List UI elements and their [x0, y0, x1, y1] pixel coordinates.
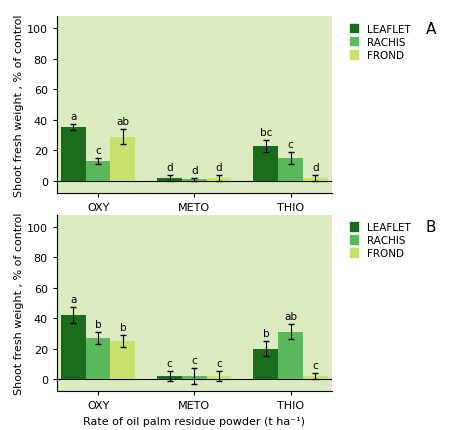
Y-axis label: Shoot fresh weight , % of control: Shoot fresh weight , % of control: [14, 212, 24, 394]
Y-axis label: Shoot fresh weight , % of control: Shoot fresh weight , % of control: [14, 14, 24, 197]
Text: d: d: [191, 165, 198, 175]
Text: c: c: [167, 359, 173, 369]
Bar: [61, 315, 86, 379]
Text: b: b: [263, 328, 269, 338]
Text: c: c: [216, 359, 222, 369]
Bar: [254, 146, 278, 181]
Text: a: a: [70, 295, 77, 305]
Bar: [110, 137, 135, 181]
Bar: [182, 376, 207, 379]
Text: ab: ab: [116, 117, 129, 126]
Text: A: A: [426, 22, 436, 37]
Bar: [157, 376, 182, 379]
Bar: [278, 159, 303, 181]
Bar: [303, 178, 328, 181]
Text: c: c: [191, 356, 197, 365]
Text: c: c: [312, 360, 318, 370]
Text: c: c: [95, 145, 101, 156]
Text: a: a: [70, 112, 77, 122]
Bar: [110, 341, 135, 379]
Bar: [86, 162, 110, 181]
Text: d: d: [166, 162, 173, 172]
Bar: [207, 376, 231, 379]
Text: bc: bc: [260, 127, 272, 137]
Legend: LEAFLET, RACHIS, FROND: LEAFLET, RACHIS, FROND: [348, 220, 412, 261]
Bar: [61, 128, 86, 181]
Bar: [182, 180, 207, 181]
Bar: [207, 178, 231, 181]
Bar: [157, 178, 182, 181]
Bar: [254, 349, 278, 379]
Text: d: d: [312, 162, 319, 172]
Text: b: b: [95, 319, 101, 329]
Text: c: c: [288, 139, 293, 150]
X-axis label: Rate of oil palm residue powder (t ha⁻¹): Rate of oil palm residue powder (t ha⁻¹): [83, 416, 305, 426]
Legend: LEAFLET, RACHIS, FROND: LEAFLET, RACHIS, FROND: [348, 22, 412, 63]
Text: ab: ab: [284, 311, 297, 321]
Text: d: d: [216, 162, 222, 172]
Text: b: b: [119, 322, 126, 332]
Bar: [303, 376, 328, 379]
Bar: [86, 338, 110, 379]
Text: B: B: [426, 219, 436, 234]
Bar: [278, 332, 303, 379]
